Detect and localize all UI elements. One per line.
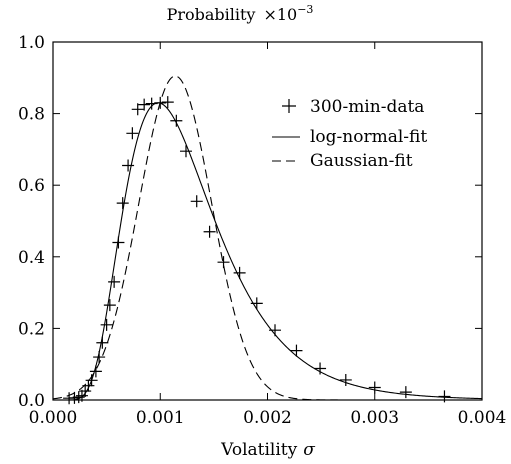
data-point (368, 381, 381, 394)
chart-title: Probability ×10−3 (167, 3, 314, 24)
y-tick-label: 0.6 (18, 176, 45, 196)
axis-tick-labels: 0.000 0.001 0.002 0.003 0.004 0.0 0.2 0.4 0.6 0.8… (18, 33, 506, 428)
y-tick-label: 1.0 (18, 33, 45, 53)
data-point (103, 299, 116, 312)
data-point (96, 336, 109, 349)
data-point (72, 391, 85, 404)
data-point (154, 96, 167, 109)
legend-item-log-normal: log-normal-fit (272, 127, 427, 147)
data-point (85, 374, 98, 387)
x-tick-label: 0.003 (350, 408, 399, 428)
y-tick-label: 0.0 (18, 391, 45, 411)
x-axis-label: Volatility σ (220, 440, 315, 460)
data-point (438, 390, 451, 403)
data-point (314, 362, 327, 375)
data-markers (63, 96, 451, 405)
data-point (116, 197, 129, 210)
legend-item-gaussian: Gaussian-fit (272, 151, 413, 171)
plot-frame (52, 41, 483, 401)
data-point (161, 96, 174, 109)
legend-item-data: 300-min-data (282, 97, 424, 117)
data-point (126, 127, 139, 140)
legend-label-log-normal: log-normal-fit (310, 127, 427, 147)
log-normal-fit-line (57, 102, 483, 401)
legend-label-data: 300-min-data (310, 97, 424, 117)
y-tick-label: 0.8 (18, 105, 45, 125)
data-point (100, 318, 113, 331)
data-point (250, 297, 263, 310)
axis-ticks (52, 41, 483, 401)
data-point (75, 389, 88, 402)
data-point (89, 365, 102, 378)
x-tick-label: 0.004 (458, 408, 507, 428)
y-tick-label: 0.2 (18, 319, 45, 339)
data-point (82, 379, 95, 392)
x-tick-label: 0.002 (243, 408, 292, 428)
legend-plus-marker (282, 99, 296, 113)
legend: 300-min-data log-normal-fit Gaussian-fit (272, 97, 427, 171)
data-point (112, 236, 125, 249)
data-point (122, 159, 135, 172)
data-point (170, 114, 183, 127)
data-point (339, 373, 352, 386)
data-point (145, 97, 158, 110)
data-point (179, 145, 192, 158)
legend-label-gaussian: Gaussian-fit (310, 151, 413, 171)
data-point (79, 385, 92, 398)
x-tick-label: 0.000 (29, 408, 78, 428)
y-tick-label: 0.4 (18, 248, 45, 268)
data-point (290, 344, 303, 357)
gaussian-fit-line (52, 75, 482, 401)
data-point (131, 103, 144, 116)
data-point (108, 275, 121, 288)
data-point (203, 225, 216, 238)
data-point (93, 351, 106, 364)
data-point (233, 266, 246, 279)
data-point (138, 98, 151, 111)
data-point (190, 195, 203, 208)
data-point (269, 324, 282, 337)
x-tick-label: 0.001 (136, 408, 185, 428)
data-point (399, 386, 412, 399)
data-point (217, 256, 230, 269)
